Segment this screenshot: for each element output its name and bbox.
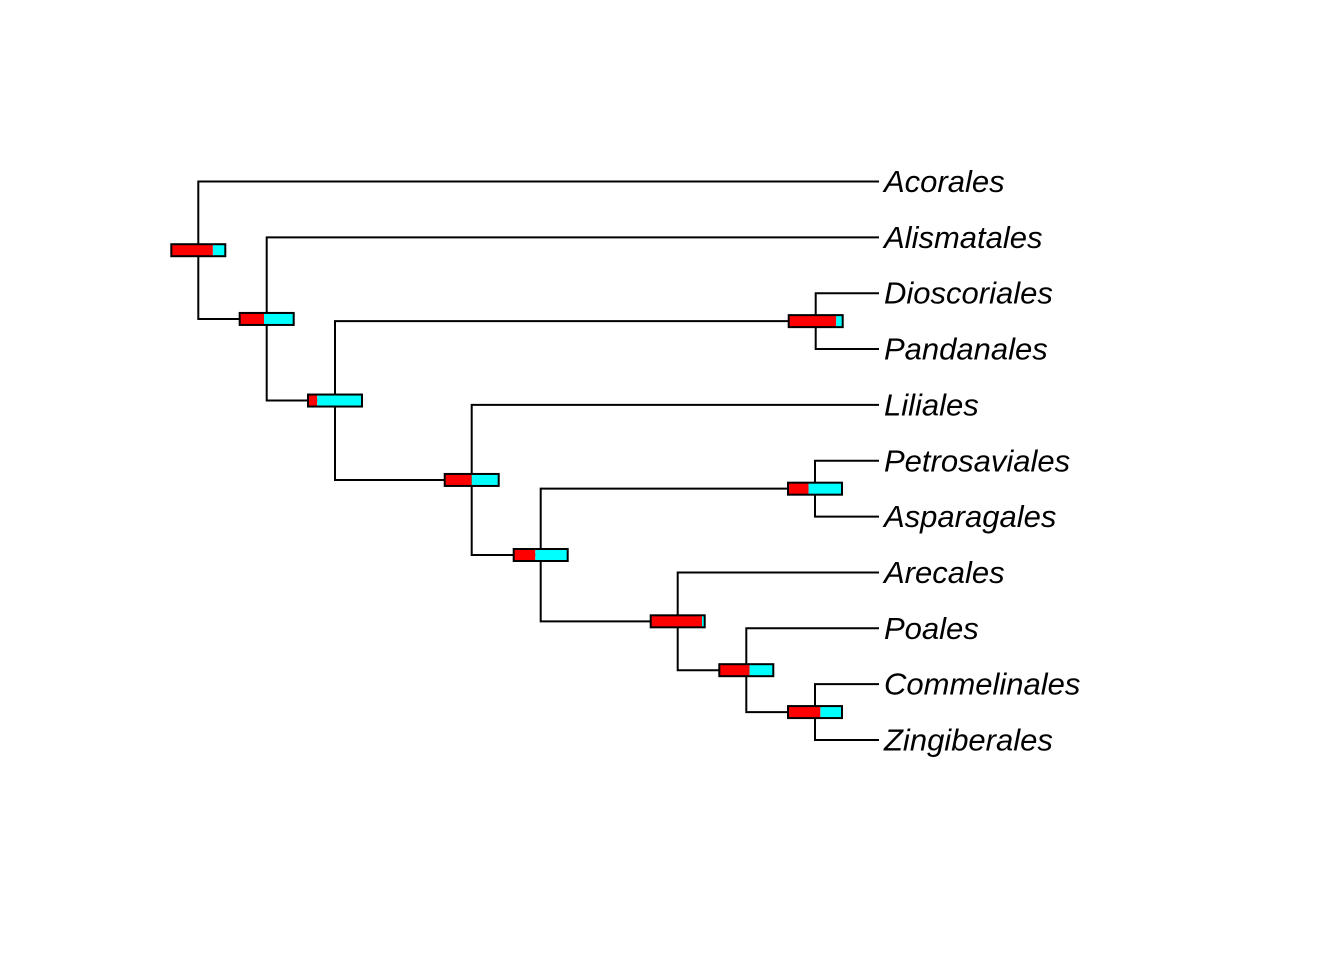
- tip-label-poales: Poales: [884, 611, 979, 646]
- branch-line: [197, 180, 879, 252]
- branch-line: [334, 399, 473, 481]
- state-bar-border: [718, 663, 775, 678]
- state-cyan-segment: [749, 664, 774, 677]
- state-red-segment: [788, 706, 821, 719]
- state-cyan-segment: [808, 482, 842, 495]
- tip-labels-layer: Acorales Alismatales Dioscoriales Pandanale…: [882, 164, 1080, 758]
- branch-line: [814, 320, 879, 351]
- state-cyan-segment: [702, 615, 705, 628]
- node-state-bar-root-acorales-split: [170, 243, 227, 258]
- branch-line: [265, 317, 336, 402]
- state-cyan-segment: [471, 473, 499, 486]
- state-red-segment: [650, 615, 702, 628]
- node-state-bar-liliales-split: [443, 472, 500, 487]
- tip-label-pandanales: Pandanales: [884, 332, 1048, 367]
- state-bar-border: [787, 314, 844, 329]
- branch-line: [265, 236, 879, 320]
- state-cyan-segment: [820, 706, 842, 719]
- state-red-segment: [239, 312, 264, 325]
- state-red-segment: [444, 473, 472, 486]
- state-bar-border: [238, 311, 295, 326]
- tip-label-asparagales: Asparagales: [882, 499, 1056, 534]
- tip-label-acorales: Acorales: [882, 164, 1005, 199]
- state-red-segment: [513, 548, 536, 561]
- tip-label-alismatales: Alismatales: [882, 220, 1043, 255]
- node-state-bar-commelinales-zingiberales-split: [787, 705, 843, 720]
- node-state-bar-arecales-split: [649, 614, 706, 629]
- branch-line: [814, 487, 879, 518]
- node-state-bars-layer: [170, 243, 844, 720]
- state-red-segment: [788, 482, 809, 495]
- state-red-segment: [788, 315, 837, 328]
- branch-line: [814, 711, 879, 741]
- node-state-bar-poales-split: [718, 663, 775, 678]
- state-cyan-segment: [212, 244, 226, 257]
- tip-label-commelinales: Commelinales: [884, 667, 1080, 702]
- node-state-bar-dioscoriales-pandanales-split: [787, 314, 844, 329]
- state-cyan-segment: [317, 394, 362, 407]
- branch-line: [470, 403, 879, 481]
- node-state-bar-petrosaviales-asparagales-split: [787, 481, 843, 496]
- state-bar-border: [512, 547, 569, 562]
- branch-line: [676, 620, 748, 672]
- node-state-bar-alismatales-split: [238, 311, 295, 326]
- state-cyan-segment: [264, 312, 294, 325]
- state-bar-border: [307, 393, 363, 408]
- state-bar-border: [787, 481, 843, 496]
- state-bar-border: [170, 243, 227, 258]
- tip-label-liliales: Liliales: [884, 387, 979, 422]
- state-bar-border: [649, 614, 706, 629]
- tip-label-zingiberales: Zingiberales: [883, 723, 1053, 758]
- branch-line: [539, 487, 816, 556]
- state-cyan-segment: [535, 548, 568, 561]
- state-bar-border: [443, 472, 500, 487]
- branch-line: [470, 478, 542, 556]
- tip-label-petrosaviales: Petrosaviales: [884, 443, 1070, 478]
- branch-line: [814, 459, 879, 490]
- state-bar-border: [787, 705, 843, 720]
- branch-line: [745, 627, 879, 672]
- state-cyan-segment: [836, 315, 843, 328]
- branch-lines-layer: [197, 180, 879, 741]
- node-state-bar-petrosaviales-asparagales-plus-rest-split: [512, 547, 569, 562]
- branch-line: [197, 249, 268, 320]
- branch-line: [814, 292, 879, 323]
- branch-line: [676, 571, 879, 623]
- branch-line: [334, 320, 817, 402]
- branch-line: [539, 553, 679, 623]
- state-red-segment: [719, 664, 750, 677]
- tip-label-dioscoriales: Dioscoriales: [884, 276, 1053, 311]
- state-red-segment: [308, 394, 318, 407]
- branch-line: [814, 683, 879, 714]
- node-state-bar-dioscoriales-pandanales-plus-rest-split: [307, 393, 363, 408]
- tip-label-arecales: Arecales: [882, 555, 1005, 590]
- state-red-segment: [171, 244, 213, 257]
